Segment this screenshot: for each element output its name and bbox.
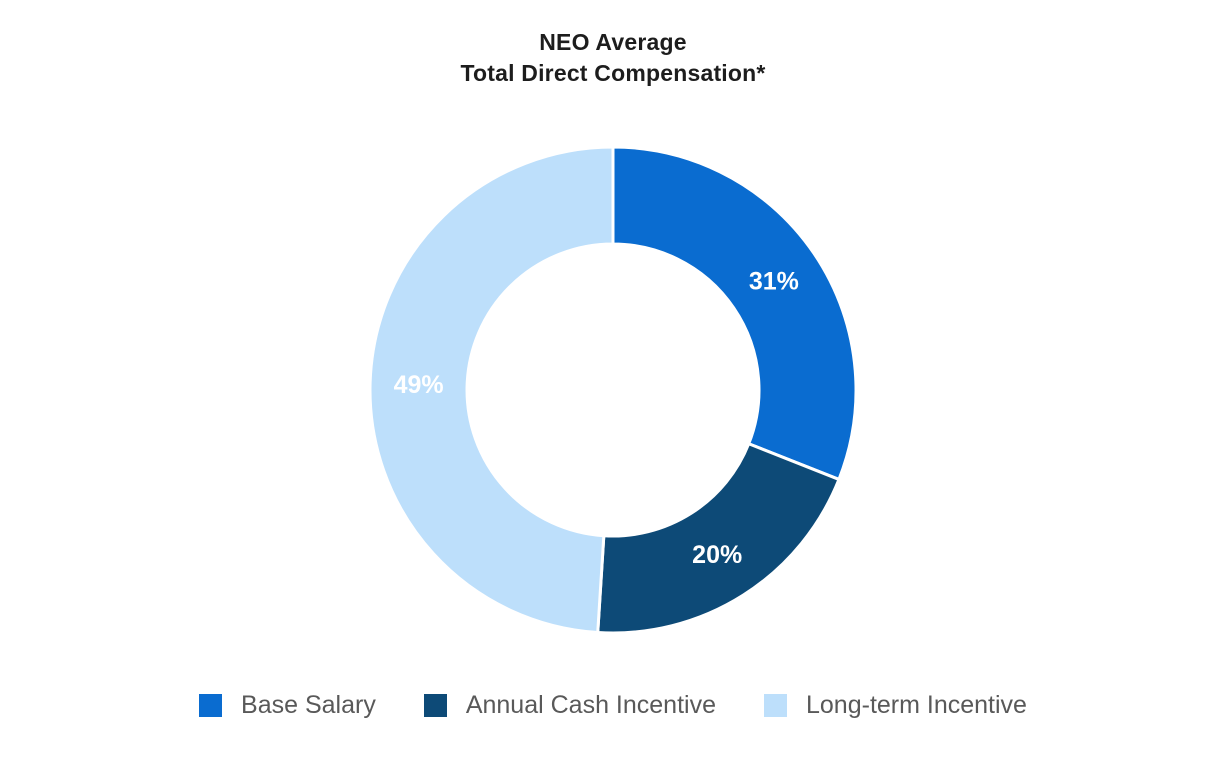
legend-item-long-term-incentive: Long-term Incentive — [764, 691, 1027, 720]
donut-slice-base-salary — [611, 145, 858, 481]
slice-label-49pct: 49% — [394, 371, 444, 399]
chart-title-line-1: NEO Average — [539, 29, 687, 55]
chart-title-line-2: Total Direct Compensation* — [460, 60, 766, 86]
legend-item-base-salary: Base Salary — [199, 691, 376, 720]
legend-label-annual-cash-incentive: Annual Cash Incentive — [465, 691, 716, 719]
donut-slice-annual-cash-incentive — [596, 442, 841, 635]
donut-chart: 31% 20% 49% — [368, 145, 858, 635]
legend-swatch-long-term-incentive — [764, 694, 787, 717]
chart-title: NEO Average Total Direct Compensation* — [0, 27, 1226, 89]
legend-item-annual-cash-incentive: Annual Cash Incentive — [423, 691, 716, 720]
legend-label-long-term-incentive: Long-term Incentive — [806, 691, 1027, 719]
donut-chart-area: 31% 20% 49% — [363, 140, 863, 640]
donut-slice-long-term-incentive — [368, 145, 615, 635]
slice-label-31pct: 31% — [749, 268, 799, 296]
chart-legend: Base Salary Annual Cash Incentive Long-t… — [0, 691, 1226, 720]
legend-swatch-base-salary — [199, 694, 223, 717]
legend-label-base-salary: Base Salary — [241, 691, 376, 719]
slice-label-20pct: 20% — [692, 541, 742, 569]
legend-swatch-annual-cash-incentive — [423, 694, 447, 717]
